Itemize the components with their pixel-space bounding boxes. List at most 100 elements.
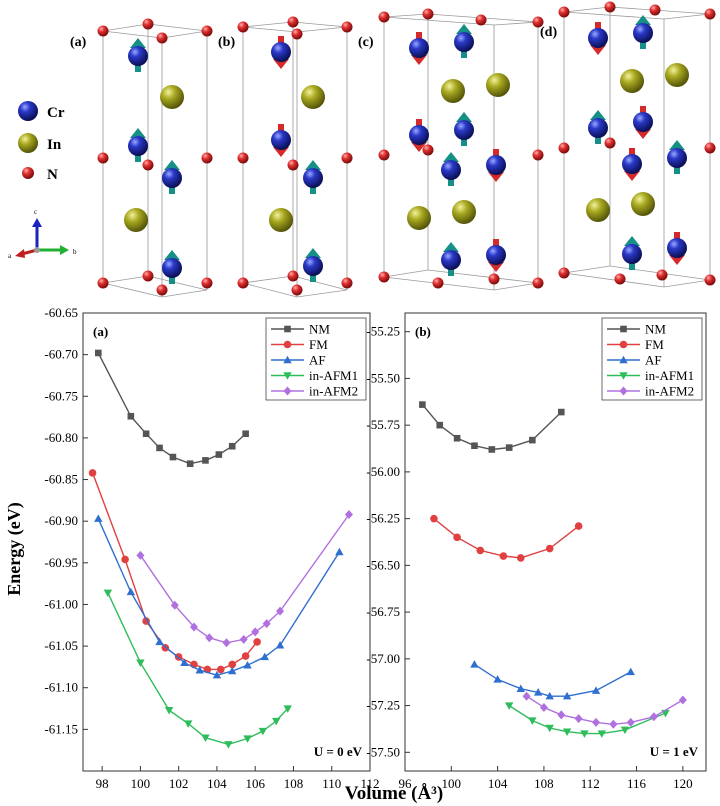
- legend-label: FM: [309, 337, 328, 352]
- legend-label: NM: [645, 322, 666, 337]
- series-line: [474, 663, 632, 697]
- data-point: [103, 589, 113, 598]
- data-point: [242, 430, 249, 438]
- x-tick-label: 112: [360, 776, 379, 791]
- data-point: [453, 533, 461, 542]
- legend-label: in-AFM1: [309, 368, 358, 383]
- cr-atom: [162, 168, 182, 188]
- plot-b: 96 100 104 108 112 116 120 -55.25 -55.50 -55.75 -5…: [366, 312, 707, 791]
- y-tick-label: -60.80: [44, 430, 78, 445]
- data-point: [557, 408, 565, 416]
- plot-a: 98 100 102 104 106 108 110 112 -60.65 -60.70 -60.7…: [44, 305, 379, 791]
- n-atom: [656, 269, 668, 281]
- data-point: [335, 547, 344, 556]
- data-point: [228, 666, 237, 675]
- series-line: [508, 705, 666, 735]
- n-atom: [201, 25, 213, 37]
- y-tick-label: -56.50: [366, 557, 400, 572]
- y-tick-label: -61.15: [44, 721, 78, 736]
- panel-label: (a): [93, 324, 108, 339]
- n-atom: [604, 137, 616, 149]
- data-point: [241, 652, 250, 660]
- x-tick-label: 104: [207, 776, 227, 791]
- n-atom: [704, 274, 716, 286]
- y-tick-label: -56.00: [366, 464, 400, 479]
- data-point: [202, 457, 209, 464]
- data-point: [649, 712, 658, 722]
- in-atom: [631, 192, 655, 216]
- plot-frame: [82, 312, 371, 772]
- n-atom: [287, 270, 299, 282]
- data-point: [205, 633, 214, 643]
- legend-marker: [619, 340, 628, 349]
- data-point: [212, 670, 222, 679]
- data-point: [522, 691, 531, 701]
- structure-label-d: (d): [540, 25, 557, 40]
- in-atom: [586, 198, 610, 222]
- cr-atom: [128, 46, 148, 66]
- legend-marker: [620, 325, 627, 333]
- data-point: [222, 638, 231, 648]
- x-tick-label: 96: [399, 776, 413, 791]
- cell-top-edges: [563, 6, 711, 20]
- data-point: [136, 550, 145, 560]
- n-atom: [614, 273, 626, 285]
- series-in-afm2: [136, 510, 353, 648]
- cell-bottom-edges: [563, 265, 711, 288]
- c-axis-label: c: [34, 208, 37, 216]
- n-atom: [142, 18, 154, 30]
- a-axis-head: [15, 249, 25, 258]
- y-tick-label: -55.25: [366, 324, 400, 339]
- data-point: [251, 627, 260, 637]
- cr-atom: [588, 28, 608, 48]
- x-tick-label: 110: [322, 776, 341, 791]
- cr-atom: [303, 168, 323, 188]
- data-point: [180, 658, 189, 666]
- series-nm: [95, 349, 249, 468]
- cr-atom: [409, 125, 429, 145]
- cr-atom: [441, 160, 461, 180]
- data-point: [678, 695, 687, 705]
- y-tick-label: -57.50: [366, 744, 400, 759]
- data-point: [488, 446, 496, 453]
- in-atom: [407, 206, 431, 230]
- n-atom: [97, 25, 109, 37]
- data-point: [574, 522, 583, 530]
- data-point: [516, 684, 525, 692]
- data-point: [189, 622, 198, 632]
- x-tick-label: 120: [673, 776, 693, 791]
- cr-atom: [486, 245, 506, 265]
- y-tick-label: -60.95: [44, 555, 78, 570]
- data-point: [499, 552, 508, 560]
- data-point: [545, 691, 554, 700]
- series-fm: [88, 469, 261, 674]
- data-point: [591, 686, 601, 694]
- n-atom: [156, 284, 168, 296]
- y-tick-label: -56.25: [366, 511, 400, 526]
- n-atom: [237, 152, 249, 164]
- legend-label: AF: [309, 353, 326, 368]
- legend-box: [265, 317, 367, 401]
- legend-marker: [283, 340, 292, 349]
- data-point: [258, 727, 268, 736]
- data-point: [228, 442, 236, 450]
- x-tick-label: 104: [488, 776, 508, 791]
- cr-atom: [622, 244, 642, 264]
- n-atom: [422, 144, 434, 156]
- legend-marker: [284, 325, 291, 333]
- n-atom: [488, 273, 500, 285]
- u-annotation: U = 0 eV: [314, 744, 363, 759]
- cr-atom: [128, 136, 148, 156]
- legend-cr-atom: [18, 101, 38, 121]
- data-point: [430, 514, 438, 523]
- data-point: [597, 730, 607, 738]
- data-point: [253, 638, 261, 646]
- cr-atom: [162, 258, 182, 278]
- n-atom: [704, 8, 716, 20]
- data-point: [272, 717, 281, 726]
- x-tick-label: 112: [581, 776, 600, 791]
- data-point: [574, 714, 583, 724]
- series-line: [107, 592, 289, 746]
- b-axis-head: [60, 245, 69, 255]
- data-point: [195, 665, 204, 674]
